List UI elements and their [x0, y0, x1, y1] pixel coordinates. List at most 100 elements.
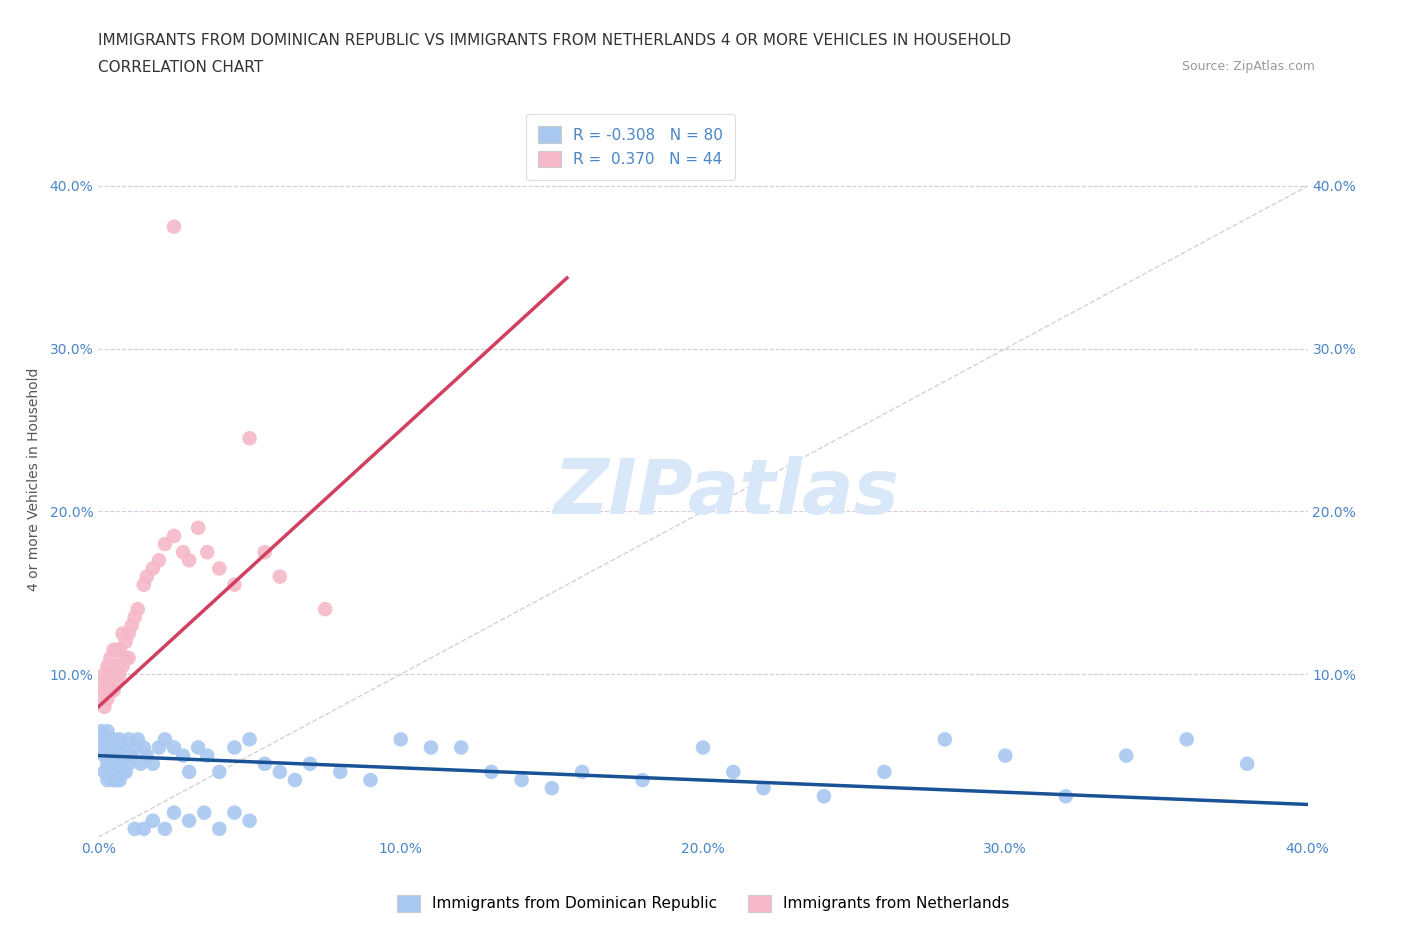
Point: [172, 545, 194, 560]
Legend: R = -0.308   N = 80, R =  0.370   N = 44: R = -0.308 N = 80, R = 0.370 N = 44: [526, 114, 735, 179]
Point: [1054, 789, 1077, 804]
Point: [153, 821, 176, 836]
Point: [132, 740, 155, 755]
Point: [299, 756, 322, 771]
Point: [111, 740, 134, 755]
Point: [103, 683, 125, 698]
Point: [148, 740, 170, 755]
Point: [124, 821, 146, 836]
Point: [105, 643, 128, 658]
Point: [481, 764, 503, 779]
Point: [224, 578, 246, 592]
Point: [90, 724, 112, 738]
Point: [195, 748, 218, 763]
Point: [631, 773, 654, 788]
Point: [135, 569, 157, 584]
Point: [132, 578, 155, 592]
Point: [163, 219, 186, 234]
Point: [163, 528, 186, 543]
Point: [105, 658, 128, 673]
Point: [187, 521, 209, 536]
Point: [934, 732, 956, 747]
Point: [360, 773, 382, 788]
Point: [389, 732, 412, 747]
Point: [108, 773, 131, 788]
Point: [153, 732, 176, 747]
Point: [1236, 756, 1258, 771]
Point: [124, 740, 146, 755]
Point: [329, 764, 352, 779]
Point: [571, 764, 593, 779]
Point: [163, 805, 186, 820]
Point: [108, 643, 131, 658]
Point: [179, 764, 201, 779]
Point: [239, 813, 262, 829]
Point: [118, 756, 141, 771]
Point: [93, 699, 115, 714]
Point: [96, 675, 118, 690]
Point: [187, 740, 209, 755]
Point: [510, 773, 533, 788]
Point: [105, 675, 128, 690]
Point: [105, 756, 128, 771]
Point: [253, 756, 276, 771]
Text: CORRELATION CHART: CORRELATION CHART: [98, 60, 263, 75]
Point: [103, 740, 125, 755]
Point: [135, 748, 157, 763]
Point: [103, 667, 125, 682]
Point: [994, 748, 1017, 763]
Point: [96, 756, 118, 771]
Point: [108, 732, 131, 747]
Point: [752, 781, 775, 796]
Point: [90, 675, 112, 690]
Point: [100, 667, 122, 682]
Point: [103, 756, 125, 771]
Point: [100, 764, 122, 779]
Text: IMMIGRANTS FROM DOMINICAN REPUBLIC VS IMMIGRANTS FROM NETHERLANDS 4 OR MORE VEHI: IMMIGRANTS FROM DOMINICAN REPUBLIC VS IM…: [98, 33, 1011, 47]
Point: [208, 821, 231, 836]
Point: [118, 651, 141, 666]
Point: [103, 643, 125, 658]
Point: [172, 748, 194, 763]
Text: ZIPatlas: ZIPatlas: [554, 457, 900, 530]
Point: [108, 756, 131, 771]
Point: [100, 732, 122, 747]
Text: Source: ZipAtlas.com: Source: ZipAtlas.com: [1181, 60, 1315, 73]
Point: [239, 431, 262, 445]
Point: [314, 602, 336, 617]
Point: [208, 764, 231, 779]
Point: [195, 545, 218, 560]
Point: [114, 634, 136, 649]
Point: [118, 732, 141, 747]
Point: [96, 691, 118, 706]
Point: [269, 764, 291, 779]
Point: [692, 740, 714, 755]
Point: [114, 651, 136, 666]
Point: [100, 748, 122, 763]
Point: [179, 552, 201, 567]
Point: [873, 764, 896, 779]
Point: [142, 813, 165, 829]
Point: [90, 691, 112, 706]
Point: [111, 658, 134, 673]
Point: [224, 740, 246, 755]
Point: [179, 813, 201, 829]
Point: [118, 626, 141, 641]
Point: [142, 561, 165, 576]
Point: [124, 610, 146, 625]
Point: [129, 756, 152, 771]
Point: [142, 756, 165, 771]
Point: [540, 781, 562, 796]
Point: [813, 789, 835, 804]
Point: [153, 537, 176, 551]
Point: [420, 740, 443, 755]
Legend: Immigrants from Dominican Republic, Immigrants from Netherlands: Immigrants from Dominican Republic, Immi…: [391, 889, 1015, 918]
Point: [1175, 732, 1198, 747]
Point: [96, 740, 118, 755]
Point: [148, 552, 170, 567]
Point: [127, 732, 149, 747]
Y-axis label: 4 or more Vehicles in Household: 4 or more Vehicles in Household: [27, 367, 41, 591]
Point: [103, 773, 125, 788]
Point: [96, 773, 118, 788]
Point: [108, 667, 131, 682]
